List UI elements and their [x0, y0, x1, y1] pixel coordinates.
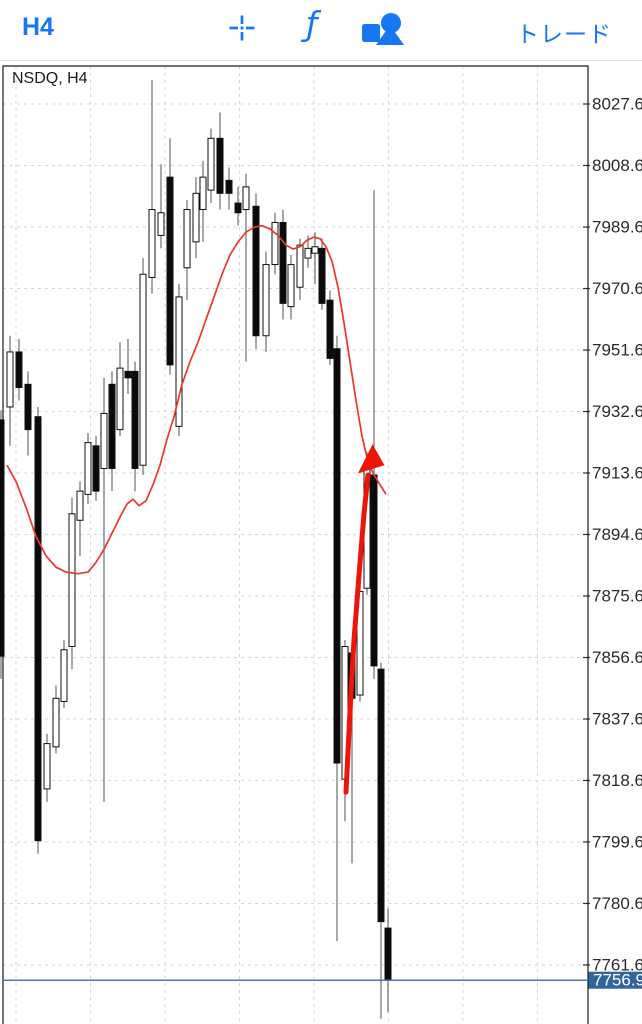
candle-bear — [15, 351, 23, 389]
candle-bull — [100, 412, 108, 469]
candle-bull — [52, 697, 60, 748]
candle-bear — [370, 474, 378, 667]
candle-bear — [279, 221, 287, 304]
trend-arrow-head — [358, 444, 385, 474]
candle-bull — [116, 367, 124, 431]
candle-bear — [333, 348, 341, 764]
candle-bull — [304, 247, 312, 259]
candle-bull — [262, 264, 270, 337]
price-axis-label: 7970.6 — [592, 279, 642, 298]
price-axis-label: 7875.6 — [592, 587, 642, 606]
candle-bear — [166, 176, 174, 366]
candle-bear — [92, 445, 100, 492]
candle-bull — [139, 273, 147, 466]
candle-bull — [76, 490, 84, 521]
price-axis-label: 8008.6 — [592, 156, 642, 175]
candle-bull — [175, 296, 183, 427]
toolbar: H4 ƒ トレード — [0, 0, 642, 61]
candle-bear — [326, 299, 334, 359]
candle-bear — [252, 205, 260, 337]
candle-bull — [271, 221, 279, 266]
price-axis-label: 7932.6 — [592, 402, 642, 421]
price-axis-label: 8027.6 — [592, 95, 642, 114]
candle-bear — [377, 668, 385, 923]
candle-bear — [225, 179, 233, 194]
function-icon[interactable]: ƒ — [306, 4, 318, 43]
price-axis-label: 7799.6 — [592, 833, 642, 852]
candle-bull — [6, 351, 14, 408]
candle-bull — [296, 244, 304, 288]
candle-bear — [108, 383, 116, 469]
candle-bull — [43, 743, 51, 790]
symbol-label: NSDQ, H4 — [12, 70, 88, 87]
current-price-text: 7756.9 — [593, 971, 642, 990]
candle-bull — [183, 209, 191, 269]
candle-bear — [234, 202, 242, 214]
price-axis-label: 7818.6 — [592, 771, 642, 790]
candle-bull — [68, 513, 76, 647]
trend-arrow-tail — [343, 472, 371, 795]
candle-bull — [192, 192, 200, 243]
candle-bull — [157, 212, 165, 236]
price-axis-label: 7856.6 — [592, 648, 642, 667]
candle-bear — [131, 370, 139, 469]
current-price-badge — [588, 971, 642, 989]
candle-bull — [60, 649, 68, 703]
price-axis-label: 7837.6 — [592, 710, 642, 729]
price-axis-label: 7780.6 — [592, 894, 642, 913]
candle-bear — [34, 416, 42, 842]
candle-bull — [84, 442, 92, 495]
crosshair-icon[interactable] — [227, 13, 257, 48]
candle-bear — [24, 383, 32, 431]
timeframe-button[interactable]: H4 — [22, 13, 54, 41]
candle-bear — [0, 419, 5, 657]
shapes-icon[interactable] — [360, 11, 406, 52]
candle-bull — [311, 246, 319, 254]
price-axis-label: 7951.6 — [592, 341, 642, 360]
trade-button[interactable]: トレード — [516, 21, 612, 47]
price-axis-label: 7913.6 — [592, 464, 642, 483]
candle-bull — [242, 186, 250, 211]
candle-bear — [216, 137, 224, 194]
candle-bear — [318, 247, 326, 304]
candle-bull — [199, 176, 207, 211]
price-axis-label: 7894.6 — [592, 525, 642, 544]
price-axis-label: 7989.6 — [592, 218, 642, 237]
price-axis-label: 7761.6 — [592, 956, 642, 975]
ma-line — [6, 224, 387, 575]
candle-bull — [148, 209, 156, 278]
candle-bull — [207, 137, 215, 191]
candle-bear — [124, 370, 132, 379]
candle-bear — [384, 927, 392, 981]
candle-bull — [287, 264, 295, 308]
